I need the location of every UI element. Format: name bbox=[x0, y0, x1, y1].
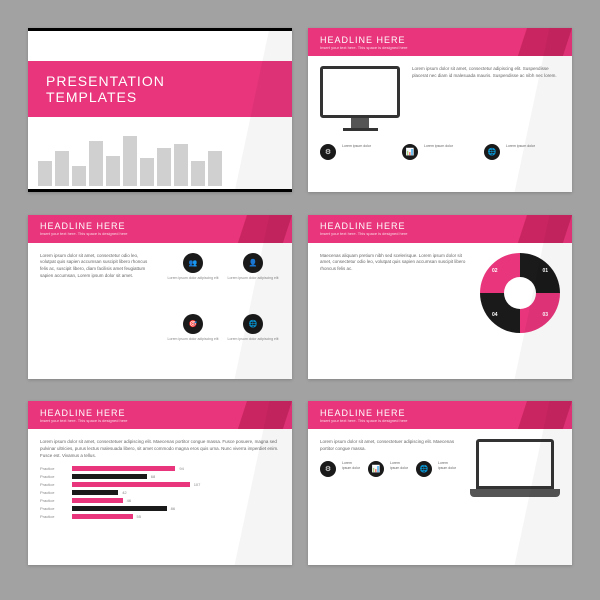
grid-cell: 👤Lorem ipsum dolor adipiscing elit bbox=[226, 253, 280, 308]
headline: HEADLINE HERE bbox=[320, 408, 560, 418]
seg-03: 03 bbox=[542, 312, 548, 318]
monitor-icon bbox=[320, 66, 400, 136]
grid-cell: 🌐Lorem ipsum dolor adipiscing elit bbox=[226, 314, 280, 369]
skyline bbox=[28, 131, 292, 186]
gears-icon: ⚙ bbox=[320, 461, 336, 477]
subhead: Insert your text here. This space is des… bbox=[320, 418, 560, 423]
icon-row: ⚙Lorem ipsum dolor📊Lorem ipsum dolor🌐Lor… bbox=[320, 461, 458, 477]
slide-3-grid: HEADLINE HERE Insert your text here. Thi… bbox=[28, 215, 292, 379]
slide-1-title: PRESENTATION TEMPLATES bbox=[28, 28, 292, 192]
globe-icon: 🌐 bbox=[243, 314, 263, 334]
pie-chart: 01 02 04 03 bbox=[480, 253, 560, 333]
globe-icon: 🌐 bbox=[484, 144, 500, 160]
main-title: PRESENTATION bbox=[46, 73, 274, 89]
grid-cell: 👥Lorem ipsum dolor adipiscing elit bbox=[166, 253, 220, 308]
title-banner: PRESENTATION TEMPLATES bbox=[28, 61, 292, 117]
graph-icon: 📊 bbox=[368, 461, 384, 477]
slide-2-monitor: HEADLINE HERE Insert your text here. Thi… bbox=[308, 28, 572, 192]
body-text: Lorem ipsum dolor sit amet, consectetur … bbox=[40, 253, 154, 369]
body-text: Lorem ipsum dolor sit amet, consectetuer… bbox=[40, 439, 280, 459]
subhead: Insert your text here. This space is des… bbox=[320, 45, 560, 50]
bar-row: Practice107 bbox=[40, 482, 280, 487]
grid-cell: 🎯Lorem ipsum dolor adipiscing elit bbox=[166, 314, 220, 369]
user-icon: 👤 bbox=[243, 253, 263, 273]
icon-grid: 👥Lorem ipsum dolor adipiscing elit👤Lorem… bbox=[166, 253, 280, 369]
subhead: Insert your text here. This space is des… bbox=[320, 231, 560, 236]
subhead: Insert your text here. This space is des… bbox=[40, 231, 280, 236]
icon-row: ⚙Lorem ipsum dolor📊Lorem ipsum dolor🌐Lor… bbox=[320, 144, 560, 160]
subhead: Insert your text here. This space is des… bbox=[40, 418, 280, 423]
gears-icon: ⚙ bbox=[320, 144, 336, 160]
headline: HEADLINE HERE bbox=[320, 35, 560, 45]
seg-02: 02 bbox=[492, 268, 498, 274]
headline: HEADLINE HERE bbox=[320, 221, 560, 231]
body-text: Maecenas aliquam pretium nibh sed sceler… bbox=[320, 253, 468, 273]
seg-04: 04 bbox=[492, 312, 498, 318]
main-subtitle: TEMPLATES bbox=[46, 89, 274, 105]
body-text: Lorem ipsum dolor sit amet, consectetuer… bbox=[320, 439, 458, 453]
bar-row: Practice42 bbox=[40, 490, 280, 495]
slide-6-laptop: HEADLINE HERE Insert your text here. Thi… bbox=[308, 401, 572, 565]
seg-01: 01 bbox=[542, 268, 548, 274]
target-icon: 🎯 bbox=[183, 314, 203, 334]
headline: HEADLINE HERE bbox=[40, 221, 280, 231]
slide-5-bars: HEADLINE HERE Insert your text here. Thi… bbox=[28, 401, 292, 565]
body-text: Lorem ipsum dolor sit amet, consectetur … bbox=[412, 66, 560, 136]
header: HEADLINE HERE Insert your text here. Thi… bbox=[308, 28, 572, 56]
bar-chart: Practice94 Practice68 Practice107 Practice4… bbox=[40, 466, 280, 556]
globe-icon: 🌐 bbox=[416, 461, 432, 477]
slide-4-pie: HEADLINE HERE Insert your text here. Thi… bbox=[308, 215, 572, 379]
users-icon: 👥 bbox=[183, 253, 203, 273]
bar-row: Practice55 bbox=[40, 514, 280, 519]
header: HEADLINE HERE Insert your text here. Thi… bbox=[28, 215, 292, 243]
laptop-icon bbox=[470, 439, 560, 504]
bar-row: Practice68 bbox=[40, 474, 280, 479]
graph-icon: 📊 bbox=[402, 144, 418, 160]
bar-row: Practice46 bbox=[40, 498, 280, 503]
header: HEADLINE HERE Insert your text here. Thi… bbox=[28, 401, 292, 429]
headline: HEADLINE HERE bbox=[40, 408, 280, 418]
header: HEADLINE HERE Insert your text here. Thi… bbox=[308, 401, 572, 429]
bar-row: Practice94 bbox=[40, 466, 280, 471]
bar-row: Practice86 bbox=[40, 506, 280, 511]
header: HEADLINE HERE Insert your text here. Thi… bbox=[308, 215, 572, 243]
